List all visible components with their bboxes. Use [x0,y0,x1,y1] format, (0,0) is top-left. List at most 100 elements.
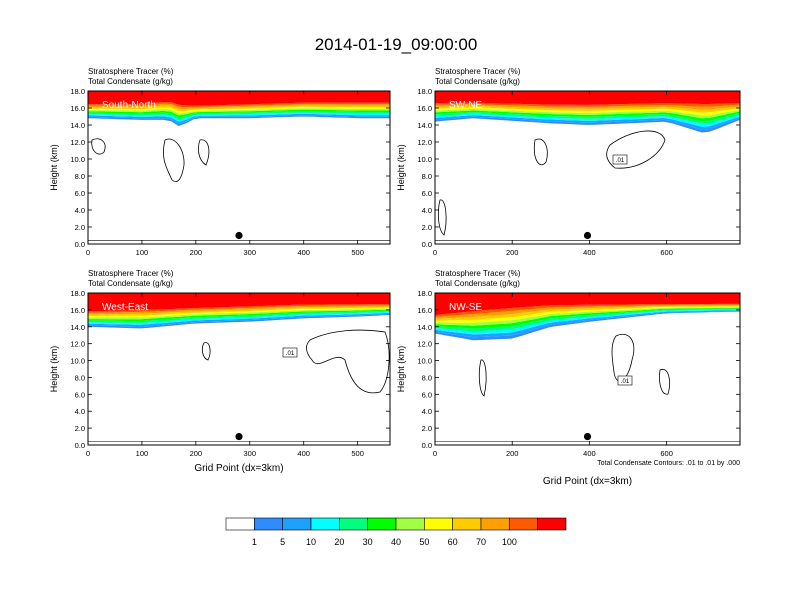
panel-sw-ne: Stratosphere Tracer (%)Total Condensate … [396,67,741,257]
tracer-band-level-4 [88,310,390,323]
tracer-band-level-1 [435,310,740,341]
tracer-band-level-7 [435,306,740,323]
tracer-band-level-8 [435,305,740,321]
panel-label: SW-NE [449,100,482,111]
condensate-contour [306,329,390,394]
tracer-band-level-3 [435,113,740,127]
x-tick-label: 200 [190,248,203,257]
x-tick-label: 400 [297,449,310,458]
tracer-band-level-9 [435,104,740,110]
x-axis-label: Grid Point (dx=3km) [194,463,283,474]
y-axis-label: Height (km) [396,346,406,393]
y-axis-label: Height (km) [49,346,59,393]
tracer-band-level-5 [435,307,740,329]
y-tick-label: 12.0 [70,340,85,349]
plot-area: South-North [88,91,390,244]
y-tick-label: 18.0 [417,87,432,96]
location-marker [583,432,592,441]
tracer-band-level-4 [88,111,390,120]
panel-south-north: Stratosphere Tracer (%)Total Condensate … [49,67,391,257]
x-tick-label: 600 [660,248,673,257]
colorbar-tick-label: 100 [502,537,517,547]
colorbar-swatch [480,517,510,531]
y-tick-label: 18.0 [70,289,85,298]
y-tick-label: 2.0 [422,223,432,232]
panel-title-line: Total Condensate (g/kg) [435,77,520,86]
tracer-band-level-1 [435,116,740,133]
location-marker [235,231,243,240]
x-tick-label: 400 [583,449,596,458]
y-tick-label: 6.0 [75,390,85,399]
x-axis-label: Grid Point (dx=3km) [543,476,632,487]
colorbar-swatch [424,517,453,531]
y-tick-label: 14.0 [417,121,432,130]
y-tick-label: 6.0 [422,390,432,399]
y-tick-label: 16.0 [417,306,432,315]
condensate-contour [437,199,447,236]
panel-title-line: Stratosphere Tracer (%) [435,269,521,278]
y-tick-label: 16.0 [70,306,85,315]
tracer-band-level-2 [435,310,740,338]
x-tick-label: 300 [244,248,257,257]
condensate-contour [163,138,185,182]
y-tick-label: 2.0 [422,424,432,433]
colorbar-tick-label: 10 [306,537,316,547]
tracer-band-level-9 [88,103,390,109]
tracer-band-level-6 [88,308,390,320]
tracer-band-level-10 [435,102,740,107]
colorbar-tick-label: 50 [419,537,429,547]
panels: Stratosphere Tracer (%)Total Condensate … [49,67,741,487]
y-tick-label: 0.0 [75,441,85,450]
panel-title-line: Stratosphere Tracer (%) [88,269,174,278]
condensate-contour [91,138,106,155]
plot-frame [434,90,741,245]
tracer-band-level-8 [88,105,390,112]
plot-area: .01 West-East [88,293,390,445]
y-tick-label: 18.0 [70,87,85,96]
x-tick-label: 100 [136,248,149,257]
contour-label-box [282,347,298,358]
plot-frame [87,90,391,245]
panel-title-line: Total Condensate (g/kg) [435,279,520,288]
plot-area: .01 SW-NE [435,91,740,244]
plot-frame [87,292,391,446]
plot-area: .01 NW-SE [435,293,740,445]
y-tick-label: 12.0 [417,138,432,147]
condensate-contour [478,359,487,397]
y-tick-label: 0.0 [422,441,432,450]
y-tick-label: 14.0 [417,323,432,332]
tracer-band-level-11 [88,293,390,312]
y-tick-label: 8.0 [75,373,85,382]
location-marker [583,231,592,240]
y-tick-label: 4.0 [422,407,432,416]
tracer-band-level-8 [88,306,390,316]
x-tick-label: 0 [86,248,90,257]
y-tick-label: 8.0 [422,373,432,382]
x-tick-label: 0 [433,248,437,257]
y-tick-label: 6.0 [75,189,85,198]
x-tick-label: 0 [86,449,90,458]
y-tick-label: 14.0 [70,323,85,332]
colorbar-swatch [310,517,340,531]
y-axis-label: Height (km) [396,144,406,191]
y-tick-label: 10.0 [70,357,85,366]
tracer-band-level-4 [435,112,740,124]
condensate-contour [201,342,211,361]
tracer-band-level-8 [435,105,740,113]
tracer-band-level-6 [88,108,390,116]
x-tick-label: 100 [136,449,149,458]
x-tick-label: 300 [244,449,257,458]
panel-nw-se: Stratosphere Tracer (%)Total Condensate … [396,269,741,487]
tracer-band-level-10 [435,303,740,317]
y-tick-label: 0.0 [75,240,85,249]
y-tick-label: 16.0 [417,104,432,113]
colorbar-tick-label: 20 [334,537,344,547]
contour-label-box [617,375,633,386]
y-axis-label: Height (km) [49,144,59,191]
panel-title-line: Stratosphere Tracer (%) [435,67,521,76]
x-tick-label: 400 [583,248,596,257]
tracer-band-level-3 [88,311,390,325]
tracer-band-level-10 [88,304,390,313]
x-tick-label: 200 [190,449,203,458]
y-tick-label: 14.0 [70,121,85,130]
